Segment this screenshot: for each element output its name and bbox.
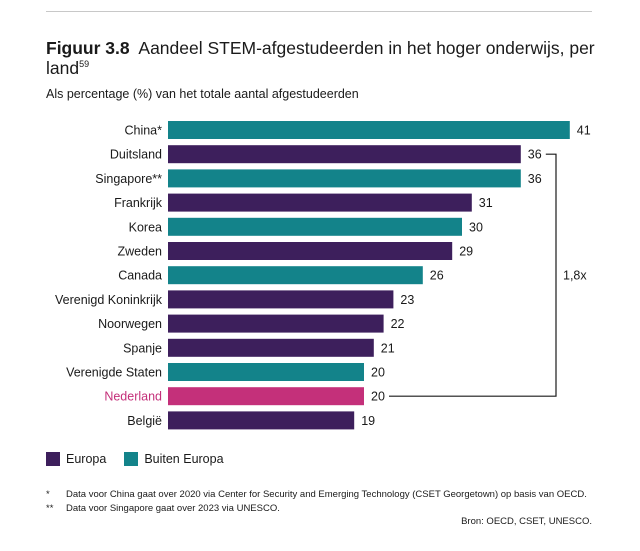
chart-subtitle: Als percentage (%) van het totale aantal…: [46, 87, 359, 101]
category-label-duitsland: Duitsland: [110, 148, 162, 162]
legend-swatch-europa: [46, 452, 60, 466]
footnote-2-mark: **: [46, 503, 54, 514]
category-label-noorwegen: Noorwegen: [98, 317, 162, 331]
figure-title: Figuur 3.8 Aandeel STEM-afgestudeerden i…: [46, 38, 606, 78]
footnote-1-mark: *: [46, 489, 50, 500]
value-label-verenigde-staten: 20: [371, 366, 385, 380]
category-label-nederland: Nederland: [104, 390, 162, 404]
value-label-singapore: 36: [528, 172, 542, 186]
legend-label-buiten-europa: Buiten Europa: [144, 452, 224, 466]
value-label-duitsland: 36: [528, 148, 542, 162]
top-rule: [46, 11, 592, 12]
bar-nederland: [168, 387, 364, 406]
value-label-verenigd-koninkrijk: 23: [400, 293, 414, 307]
value-label-frankrijk: 31: [479, 196, 493, 210]
category-label-frankrijk: Frankrijk: [114, 196, 163, 210]
value-label-china: 41: [577, 124, 591, 138]
figure-title-text: Aandeel STEM-afgestudeerden in het hoger…: [46, 38, 595, 78]
legend-label-europa: Europa: [66, 452, 107, 466]
bar-zweden: [168, 242, 453, 260]
footnote-1-text: Data voor China gaat over 2020 via Cente…: [66, 489, 587, 500]
value-label-zweden: 29: [459, 245, 473, 259]
bar-korea: [168, 217, 462, 236]
footnotes: * Data voor China gaat over 2020 via Cen…: [46, 488, 594, 516]
bar-canada: [168, 266, 423, 285]
value-label-nederland: 20: [371, 390, 385, 404]
bar-spanje: [168, 338, 374, 357]
footnote-2: ** Data voor Singapore gaat over 2023 vi…: [46, 502, 594, 516]
category-label-belgi: België: [127, 414, 162, 428]
figure-label: Figuur 3.8: [46, 38, 130, 58]
bar-belgi: [168, 411, 355, 430]
category-label-verenigd-koninkrijk: Verenigd Koninkrijk: [55, 293, 163, 307]
category-label-canada: Canada: [118, 269, 162, 283]
footnote-2-text: Data voor Singapore gaat over 2023 via U…: [66, 503, 280, 514]
legend-item-buiten-europa: Buiten Europa: [124, 452, 224, 466]
category-label-spanje: Spanje: [123, 341, 162, 355]
bar-frankrijk: [168, 193, 472, 212]
bar-verenigde-staten: [168, 363, 364, 381]
value-label-belgi: 19: [361, 414, 375, 428]
footnote-ref: 59: [79, 59, 90, 69]
legend-item-europa: Europa: [46, 452, 106, 466]
comparison-bracket: [389, 153, 557, 397]
category-label-singapore: Singapore**: [95, 172, 162, 186]
category-label-zweden: Zweden: [118, 245, 163, 259]
category-label-verenigde-staten: Verenigde Staten: [66, 366, 162, 380]
bar-duitsland: [168, 145, 521, 164]
legend-swatch-buiten-europa: [124, 452, 139, 466]
value-label-noorwegen: 22: [391, 317, 405, 331]
bar-chart: China* 41 Duitsland 36 Singapore** 36 Frankrij…: [55, 121, 591, 430]
source-note: Bron: OECD, CSET, UNESCO.: [461, 516, 592, 527]
category-label-korea: Korea: [129, 220, 162, 234]
bar-verenigd-koninkrijk: [168, 290, 394, 309]
comparison-label: 1,8x: [563, 269, 587, 283]
value-label-canada: 26: [430, 269, 444, 283]
bar-china: [168, 121, 570, 139]
legend: Europa Buiten Europa: [46, 452, 242, 466]
footnote-1: * Data voor China gaat over 2020 via Cen…: [46, 488, 594, 502]
category-label-china: China*: [124, 124, 162, 138]
value-label-korea: 30: [469, 220, 483, 234]
value-label-spanje: 21: [381, 341, 395, 355]
bar-noorwegen: [168, 314, 384, 333]
bar-singapore: [168, 169, 521, 188]
